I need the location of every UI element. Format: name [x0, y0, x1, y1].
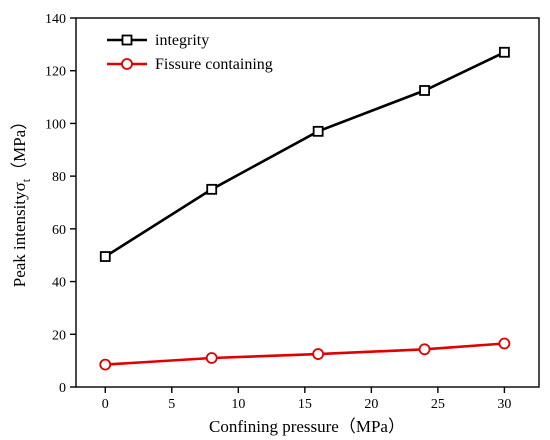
y-tick-label: 120 [45, 65, 66, 80]
x-tick-label: 15 [298, 397, 312, 412]
data-point [419, 85, 430, 96]
legend: integrity Fissure containing [107, 32, 273, 73]
legend-label: integrity [155, 32, 209, 49]
data-point [498, 337, 511, 350]
series-line [105, 342, 505, 366]
y-tick-label: 20 [52, 328, 66, 343]
y-tick-label: 100 [45, 117, 66, 132]
x-tick-label: 5 [168, 397, 175, 412]
series-line [104, 51, 505, 258]
data-point [418, 343, 431, 356]
plot-frame [75, 17, 540, 388]
y-tick-label: 60 [52, 223, 66, 238]
data-point [499, 46, 510, 58]
y-tick-label: 40 [52, 276, 66, 291]
legend-label: Fissure containing [155, 56, 273, 73]
y-axis-title-subscript: t [19, 178, 33, 182]
y-axis-title: Peak intensityσt（MPa） [10, 113, 33, 287]
x-tick-label: 0 [102, 397, 109, 412]
legend-item: Fissure containing [107, 56, 273, 73]
x-tick-label: 10 [231, 397, 245, 412]
data-point [99, 358, 112, 371]
axes: 0 5 10 15 20 25 30 0 20 40 60 80 100 120 140 [45, 12, 540, 412]
series-2 [99, 337, 511, 371]
x-tick-label: 30 [497, 397, 511, 412]
y-tick-label: 0 [59, 381, 66, 396]
y-tick-label: 140 [45, 12, 66, 27]
legend-marker [121, 34, 133, 46]
data-point [99, 251, 111, 262]
y-axis-title-unit: （MPa） [10, 113, 29, 179]
data-point [312, 125, 324, 137]
x-axis-title: Confining pressure（MPa） [209, 417, 405, 436]
data-point [205, 352, 218, 364]
legend-item: integrity [107, 32, 209, 49]
data-point [206, 183, 218, 195]
series-1 [99, 46, 510, 262]
legend-marker [121, 58, 133, 70]
series-layer [99, 46, 511, 371]
x-tick-label: 25 [431, 397, 445, 412]
x-tick-label: 20 [364, 397, 378, 412]
data-point [312, 348, 325, 360]
y-tick-label: 80 [52, 170, 66, 185]
y-axis-title-main: Peak intensityσ [10, 182, 29, 287]
